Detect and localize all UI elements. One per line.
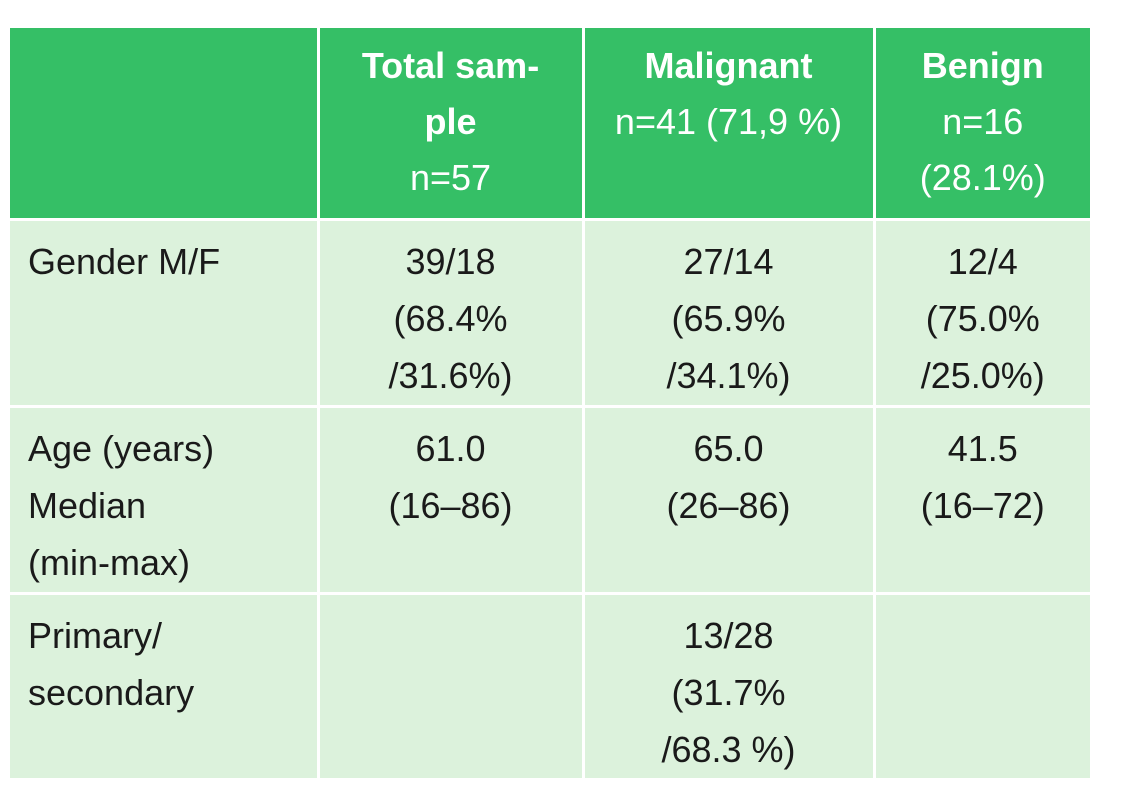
cell-line: (26–86) bbox=[666, 485, 791, 526]
header-benign: Benign n=16 (28.1%) bbox=[874, 28, 1090, 221]
row-label-line: Gender M/F bbox=[28, 241, 221, 282]
cell-line: /31.6%) bbox=[388, 355, 513, 396]
row-label-line: (min-max) bbox=[28, 542, 190, 583]
cell-line: 13/28 bbox=[683, 615, 774, 656]
cell-line: (31.7% bbox=[671, 672, 786, 713]
header-title-line: Benign bbox=[921, 45, 1044, 86]
cell-line: 39/18 bbox=[405, 241, 496, 282]
cell-line: (16–72) bbox=[920, 485, 1045, 526]
table-row-gender: Gender M/F 39/18 (68.4% /31.6%) 27/14 (6… bbox=[10, 219, 1090, 408]
cell-line: 41.5 bbox=[947, 428, 1018, 469]
header-malignant: Malignant n=41 (71,9 %) bbox=[583, 28, 876, 221]
row-label-line: secondary bbox=[28, 672, 195, 713]
header-sub-line: n=41 (71,9 %) bbox=[614, 101, 843, 142]
cell-line: (16–86) bbox=[388, 485, 513, 526]
cell-line: (75.0% bbox=[925, 298, 1040, 339]
cell-line: 27/14 bbox=[683, 241, 774, 282]
cell-gender-malignant: 27/14 (65.9% /34.1%) bbox=[583, 219, 876, 408]
row-label-age: Age (years) Median (min-max) bbox=[10, 406, 320, 595]
data-table-container: Total sam- ple n=57 Malignant n=41 (71,9… bbox=[10, 28, 1090, 781]
cell-line: /34.1%) bbox=[666, 355, 791, 396]
table-header-row: Total sam- ple n=57 Malignant n=41 (71,9… bbox=[10, 28, 1090, 221]
table-row-age: Age (years) Median (min-max) 61.0 (16–86… bbox=[10, 406, 1090, 595]
cell-line: 61.0 bbox=[415, 428, 486, 469]
cell-age-total: 61.0 (16–86) bbox=[318, 406, 585, 595]
cell-line: /68.3 %) bbox=[661, 729, 796, 770]
row-label-line: Median bbox=[28, 485, 147, 526]
cell-line: (68.4% bbox=[393, 298, 508, 339]
header-title-line: Total sam- bbox=[361, 45, 540, 86]
header-title-line: ple bbox=[424, 101, 477, 142]
cell-line: (65.9% bbox=[671, 298, 786, 339]
header-sub-line: (28.1%) bbox=[919, 157, 1046, 198]
row-label-line: Age (years) bbox=[28, 428, 215, 469]
cell-line: 12/4 bbox=[947, 241, 1018, 282]
cell-age-benign: 41.5 (16–72) bbox=[874, 406, 1090, 595]
header-empty-cell bbox=[10, 28, 320, 221]
cell-line: /25.0%) bbox=[920, 355, 1045, 396]
row-label-primary-secondary: Primary/ secondary bbox=[10, 593, 320, 781]
cell-age-malignant: 65.0 (26–86) bbox=[583, 406, 876, 595]
data-table: Total sam- ple n=57 Malignant n=41 (71,9… bbox=[10, 28, 1090, 781]
header-title-line: Malignant bbox=[644, 45, 813, 86]
header-sub-line: n=57 bbox=[409, 157, 492, 198]
cell-primary-benign-empty bbox=[874, 593, 1090, 781]
row-label-gender: Gender M/F bbox=[10, 219, 320, 408]
header-sub-line: n=16 bbox=[942, 101, 1024, 142]
cell-primary-total-empty bbox=[318, 593, 585, 781]
cell-primary-malignant: 13/28 (31.7% /68.3 %) bbox=[583, 593, 876, 781]
row-label-line: Primary/ bbox=[28, 615, 162, 656]
cell-line: 65.0 bbox=[693, 428, 764, 469]
header-total-sample: Total sam- ple n=57 bbox=[318, 28, 585, 221]
table-row-primary-secondary: Primary/ secondary 13/28 (31.7% /68.3 %) bbox=[10, 593, 1090, 781]
cell-gender-total: 39/18 (68.4% /31.6%) bbox=[318, 219, 585, 408]
cell-gender-benign: 12/4 (75.0% /25.0%) bbox=[874, 219, 1090, 408]
